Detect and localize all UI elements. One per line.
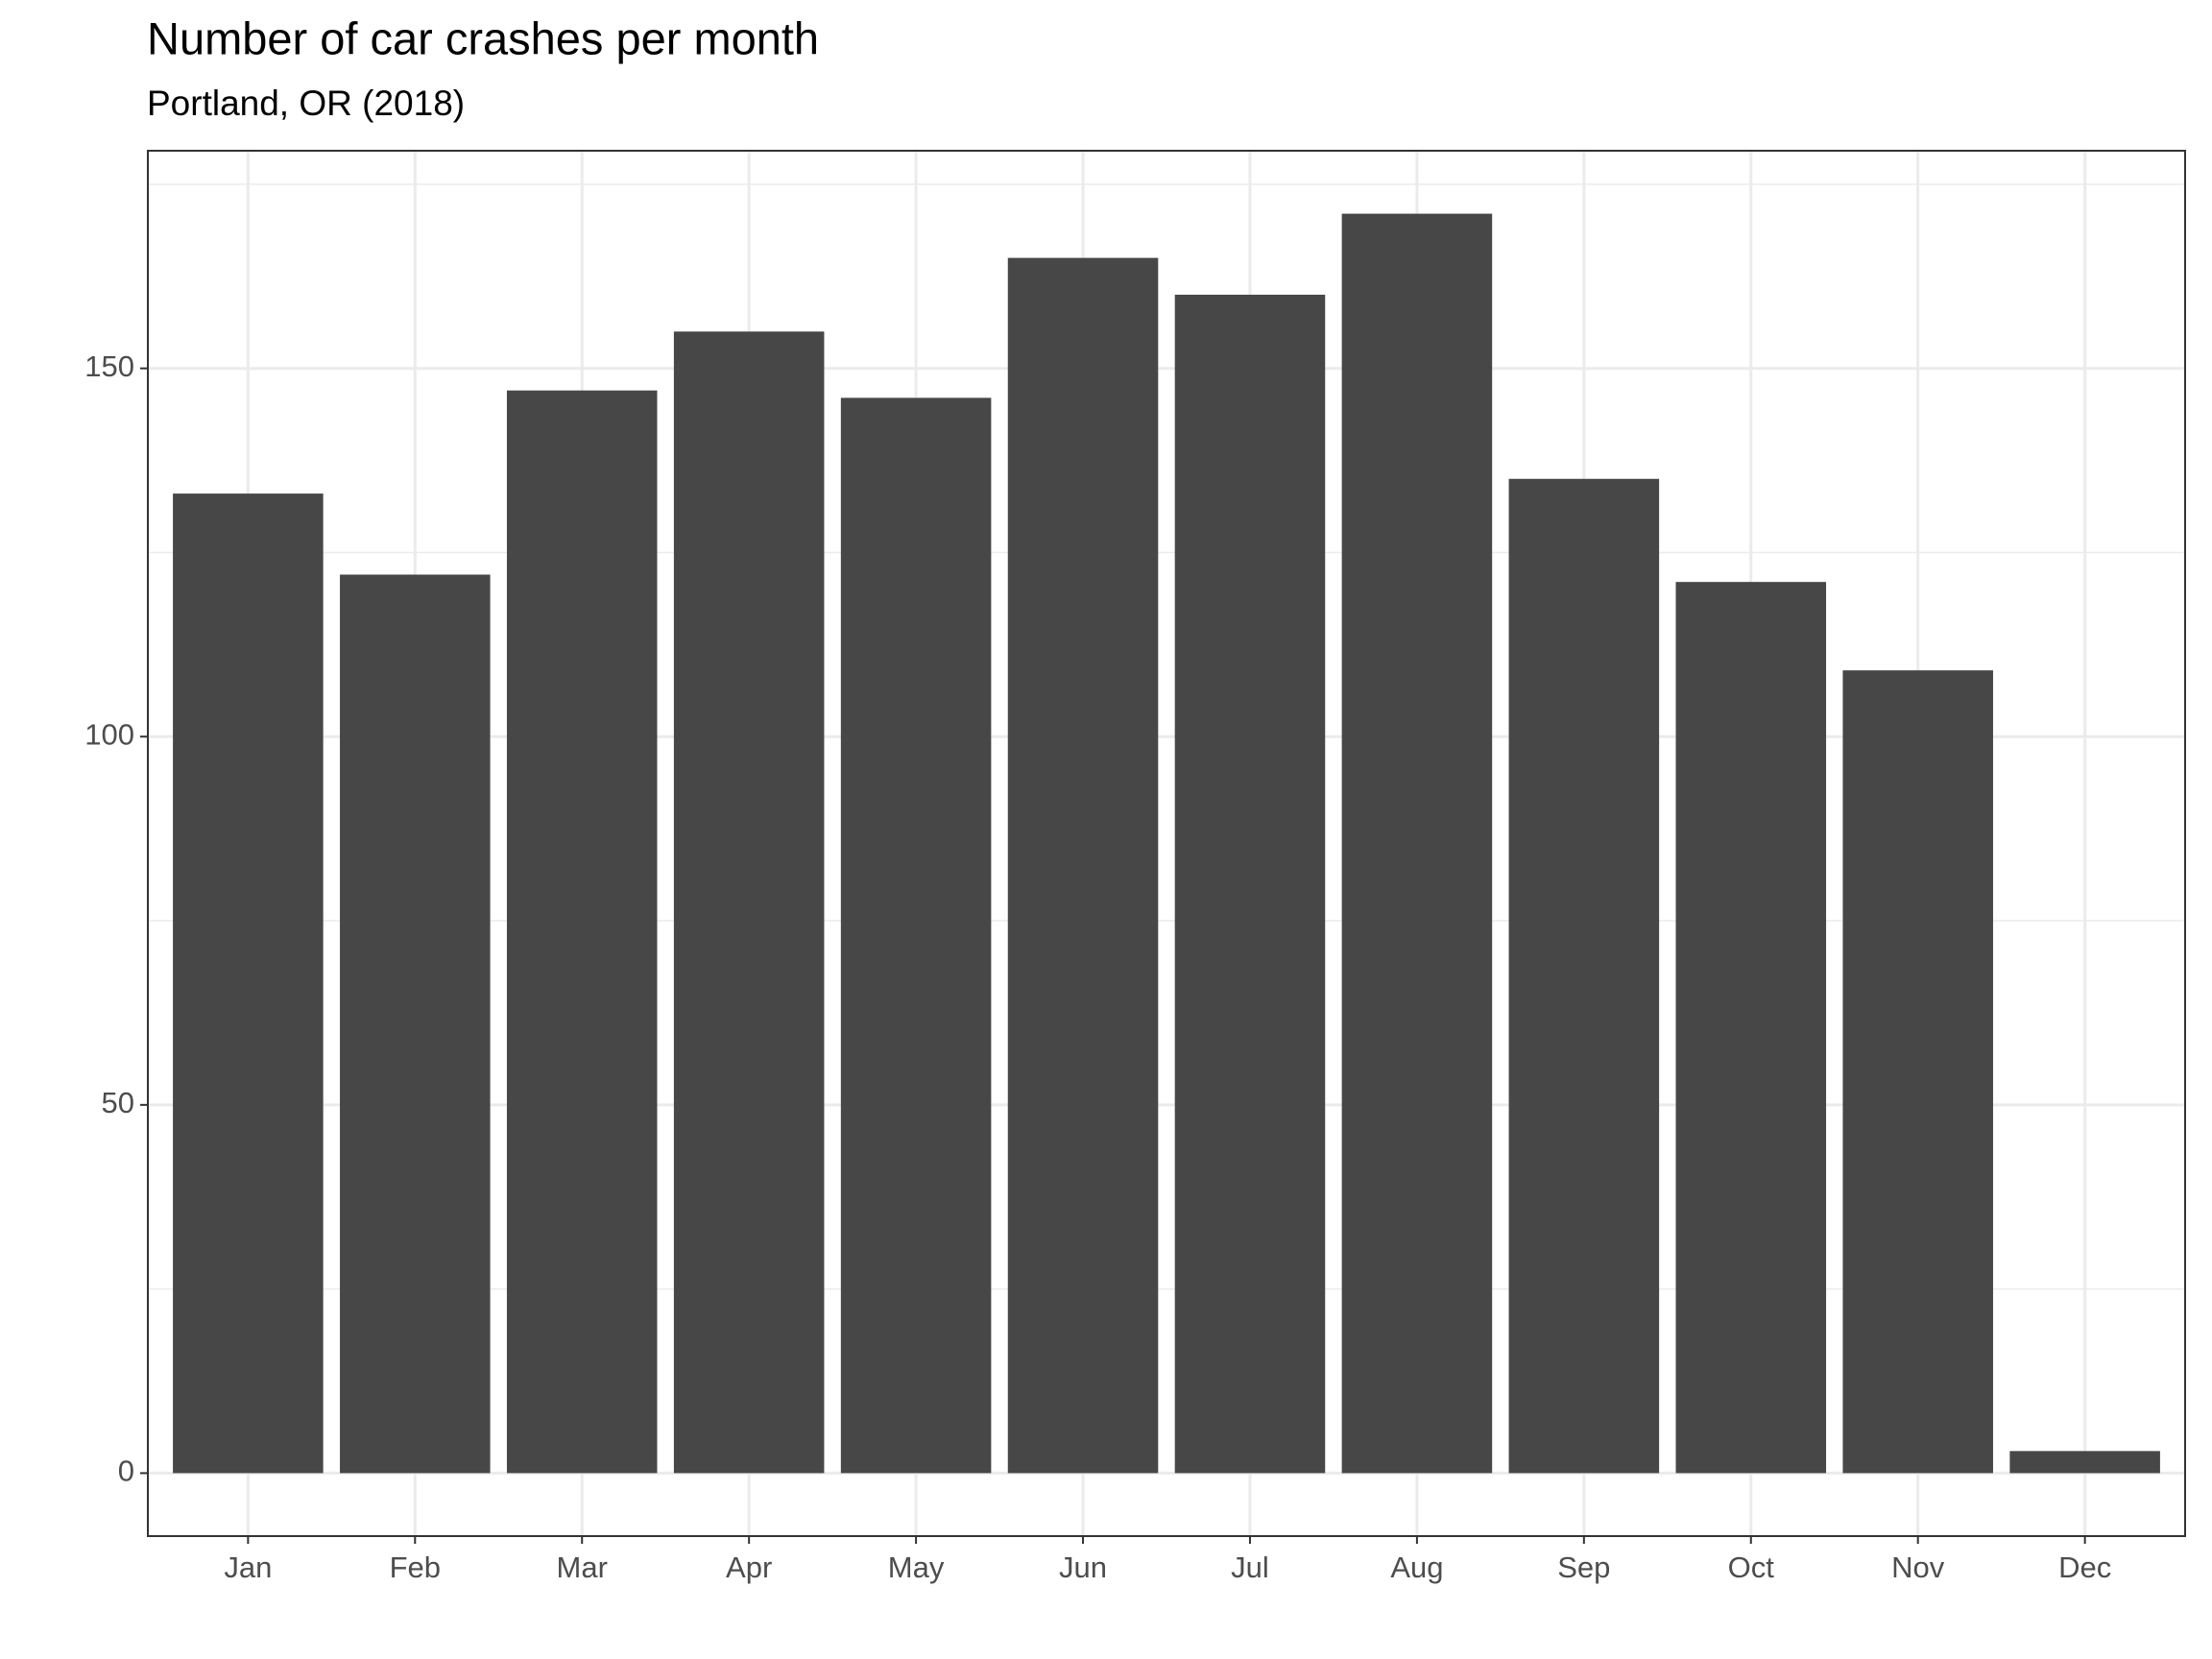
bar — [1508, 478, 1660, 1474]
x-tick-label: Jun — [1059, 1551, 1107, 1584]
bar — [173, 493, 324, 1474]
panel-border — [147, 150, 2186, 1537]
bar — [1174, 294, 1326, 1474]
x-tick-label: Dec — [2058, 1551, 2111, 1584]
x-tick-label: Oct — [1728, 1551, 1775, 1584]
y-tick-label: 50 — [102, 1086, 134, 1119]
x-tick-label: May — [888, 1551, 945, 1584]
x-tick-label: Jan — [224, 1551, 272, 1584]
y-tick-label: 0 — [118, 1455, 134, 1488]
y-tick-label: 150 — [84, 349, 134, 383]
x-tick-label: Apr — [726, 1551, 772, 1584]
chart-subtitle: Portland, OR (2018) — [147, 84, 465, 123]
x-tick-label: Mar — [557, 1551, 608, 1584]
x-tick-label: Nov — [1891, 1551, 1945, 1584]
x-tick-label: Aug — [1390, 1551, 1443, 1584]
y-tick-label: 100 — [84, 717, 134, 751]
chart-title: Number of car crashes per month — [147, 12, 819, 63]
bar — [2009, 1451, 2160, 1474]
bar — [1341, 213, 1493, 1474]
bar — [1675, 582, 1827, 1474]
bar — [1842, 670, 1993, 1474]
x-tick-label: Jul — [1231, 1551, 1269, 1584]
bar — [506, 390, 658, 1474]
x-tick-label: Feb — [390, 1551, 441, 1584]
x-tick-label: Sep — [1557, 1551, 1610, 1584]
bar — [673, 331, 825, 1474]
bars — [173, 213, 2160, 1474]
bar — [1007, 257, 1159, 1474]
bar — [840, 397, 992, 1474]
bar — [340, 574, 491, 1474]
